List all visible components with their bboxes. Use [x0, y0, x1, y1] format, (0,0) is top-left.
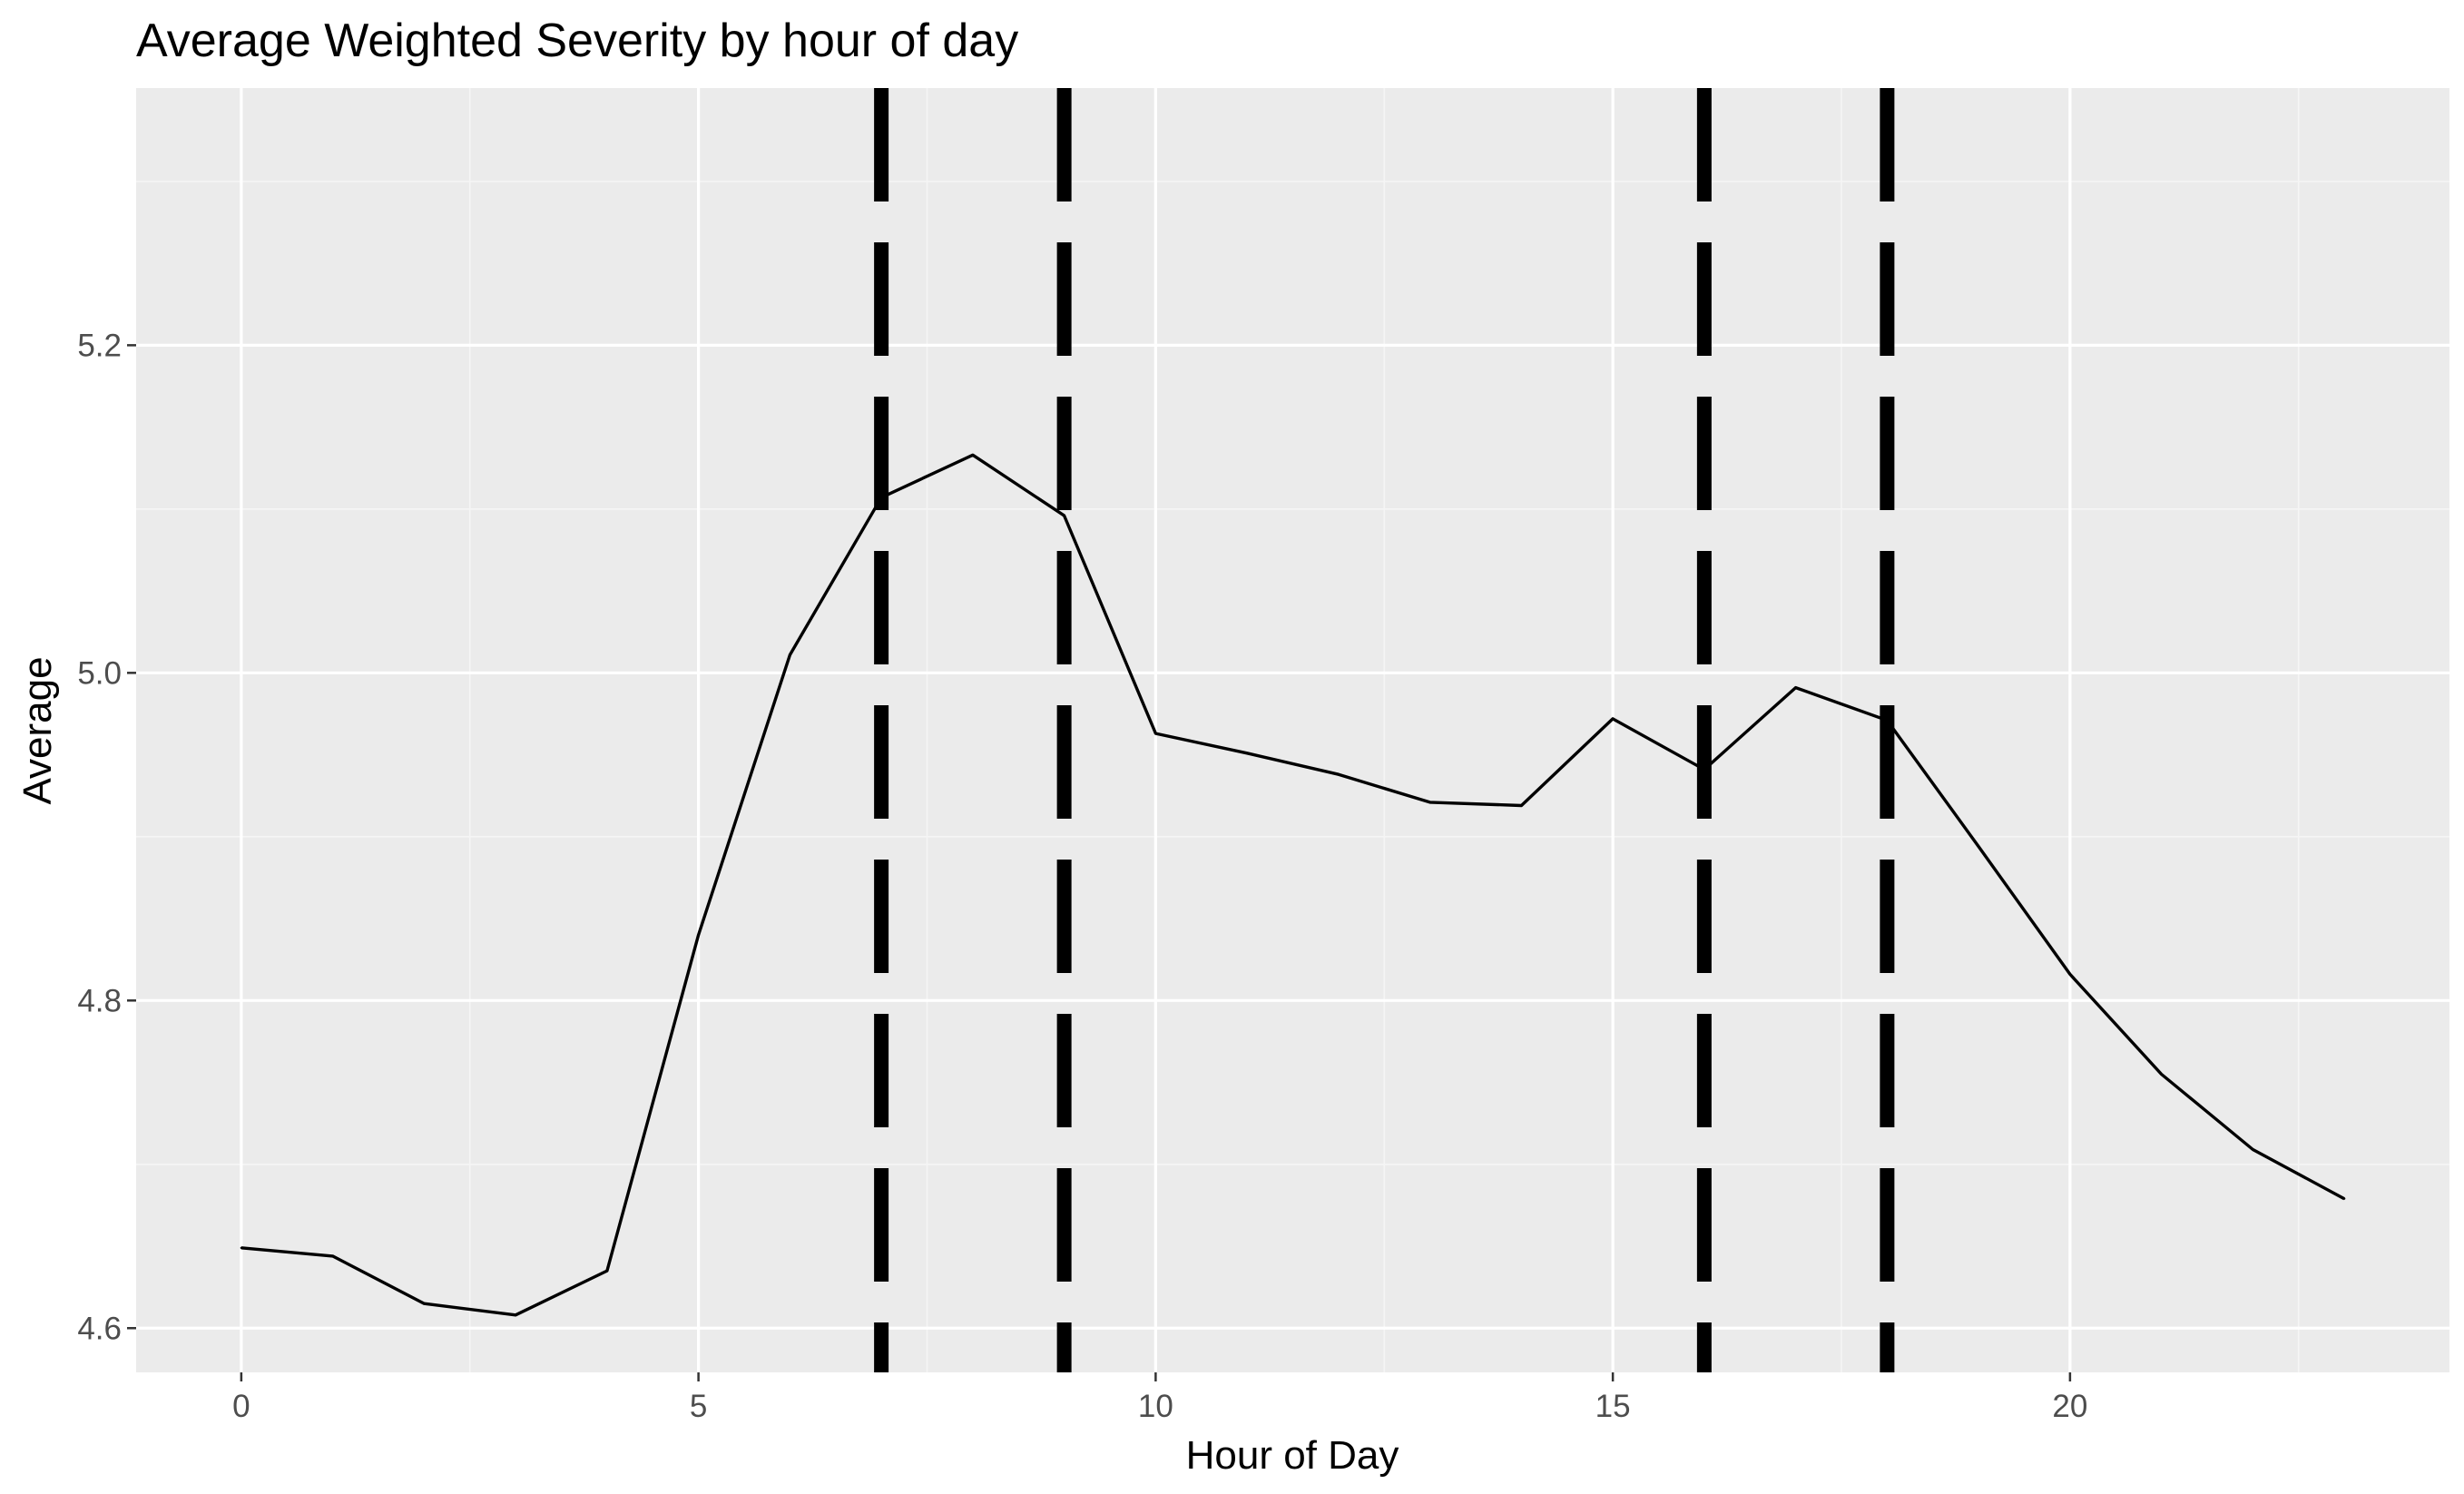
data-point — [1611, 717, 1615, 721]
plot-panel — [136, 88, 2449, 1372]
data-point — [240, 1246, 243, 1250]
y-tick-label: 5.0 — [77, 655, 122, 691]
x-axis-title: Hour of Day — [1186, 1433, 1399, 1478]
data-point — [971, 454, 975, 457]
data-point — [514, 1313, 517, 1317]
data-point — [1977, 845, 1980, 848]
data-point — [1245, 752, 1249, 754]
x-tick-label: 5 — [690, 1389, 707, 1424]
y-tick-label: 5.2 — [77, 328, 122, 363]
data-point — [1337, 773, 1340, 776]
data-point — [1063, 514, 1065, 517]
data-point — [2160, 1073, 2163, 1076]
y-axis-title: Average — [15, 656, 60, 804]
data-point — [605, 1269, 609, 1273]
data-point — [697, 933, 700, 937]
data-point — [2342, 1197, 2346, 1200]
series-layer — [240, 453, 2346, 1317]
data-point — [1154, 732, 1157, 735]
data-point — [423, 1302, 426, 1305]
chart-title: Average Weighted Severity by hour of day — [136, 15, 1018, 67]
data-point — [1886, 719, 1889, 722]
reference-lines — [874, 88, 1895, 1372]
data-point — [2252, 1148, 2254, 1151]
series-line-0 — [241, 453, 2345, 1317]
data-point — [1794, 686, 1797, 689]
x-tick-label: 20 — [2052, 1389, 2087, 1424]
minor-gridlines — [136, 88, 2449, 1372]
data-point — [1428, 801, 1431, 804]
data-point — [879, 496, 883, 499]
data-point — [789, 654, 791, 656]
data-point — [331, 1254, 334, 1258]
data-point — [1520, 804, 1523, 807]
axis-ticks: 0 5 10 15 20 4.6 4.8 5.0 5.2 — [77, 328, 2087, 1424]
data-point — [1703, 768, 1706, 772]
x-tick-label: 10 — [1138, 1389, 1173, 1424]
x-tick-label: 0 — [232, 1389, 250, 1424]
y-tick-label: 4.8 — [77, 983, 122, 1018]
major-gridlines — [136, 88, 2449, 1372]
data-point — [2068, 973, 2072, 976]
y-tick-label: 4.6 — [77, 1311, 122, 1346]
x-tick-label: 15 — [1595, 1389, 1631, 1424]
